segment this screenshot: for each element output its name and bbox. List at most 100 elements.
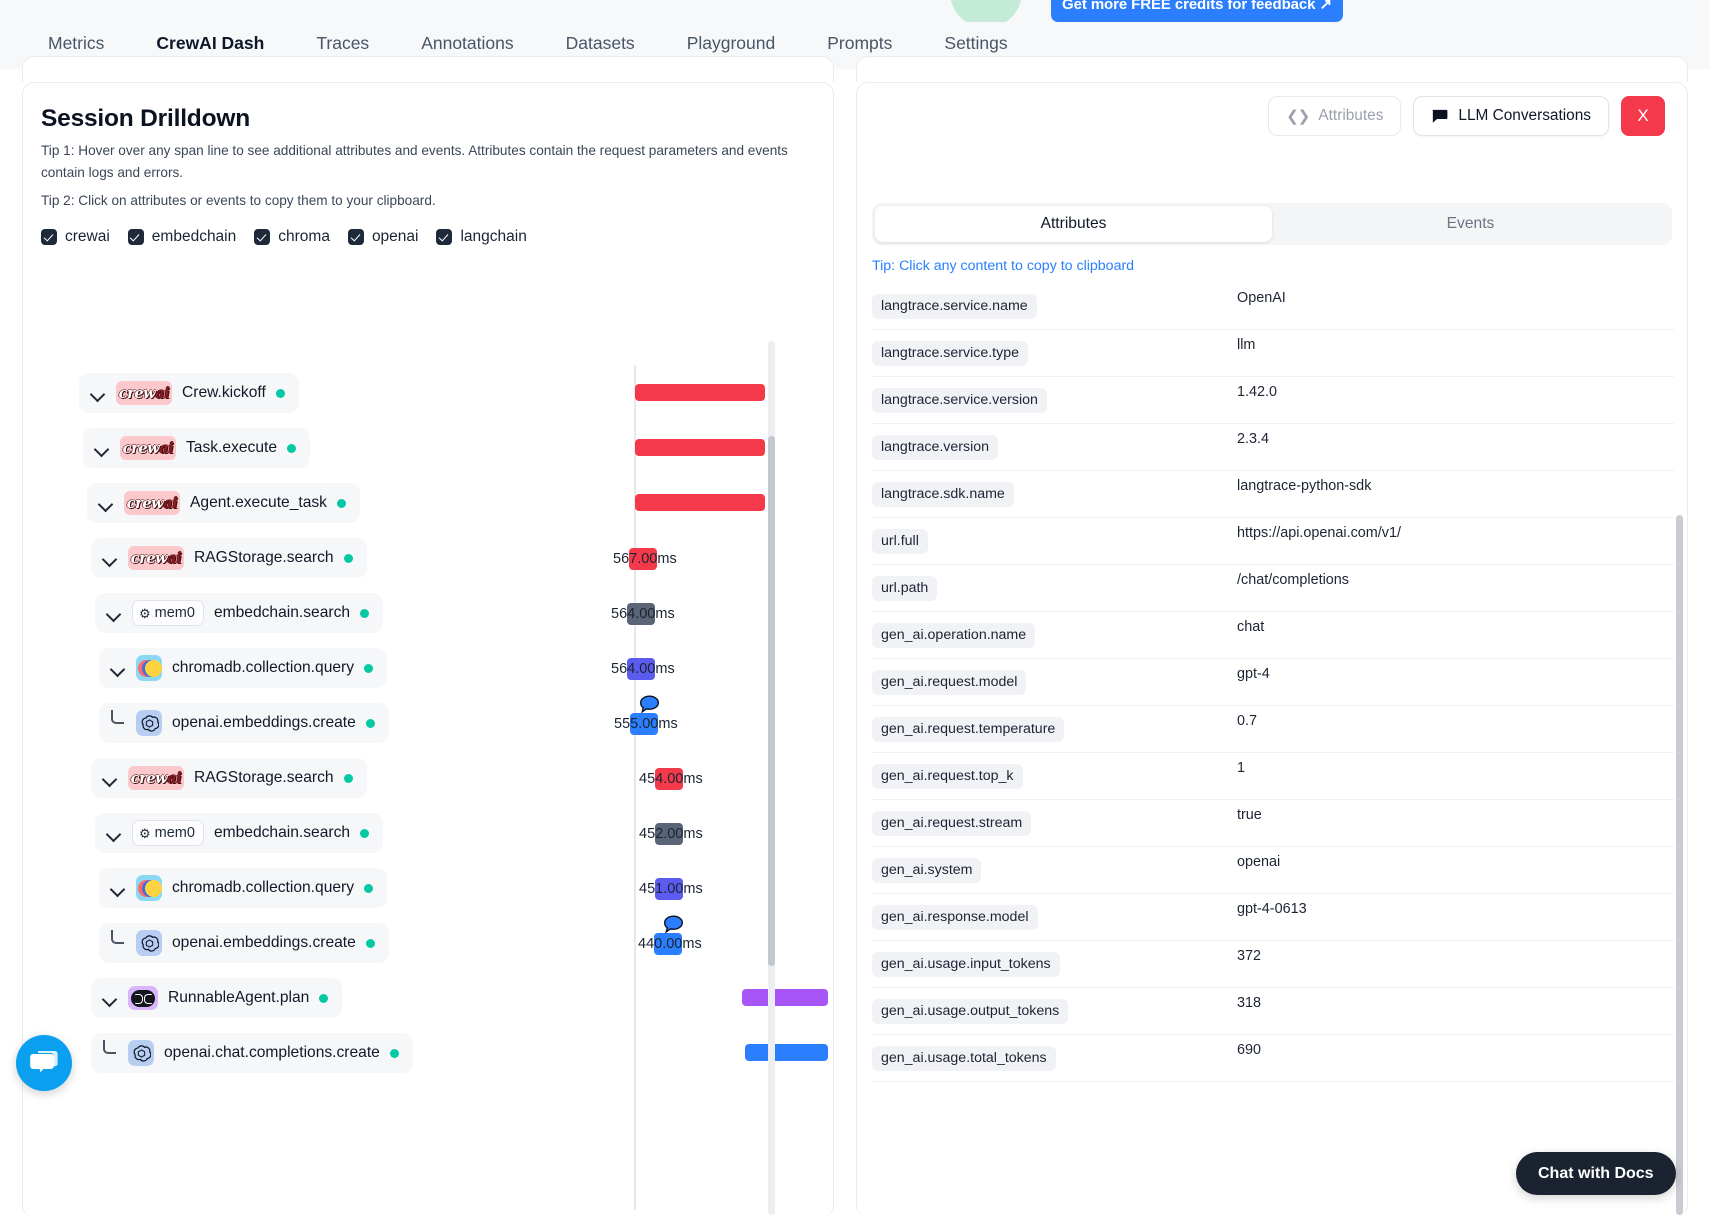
chevron-down-icon[interactable] [92, 439, 111, 458]
copy-tip[interactable]: Tip: Click any content to copy to clipbo… [872, 258, 1135, 274]
filter-chroma[interactable]: chroma [254, 228, 330, 246]
span-row[interactable]: RunnableAgent.plan [23, 978, 833, 1018]
left-scrollbar-track[interactable] [768, 341, 775, 1215]
timeline-bar[interactable] [635, 494, 765, 511]
span-row[interactable]: crewai RAGStorage.search 567.00ms [23, 538, 833, 578]
attribute-value[interactable]: OpenAI [1237, 290, 1286, 306]
attribute-value[interactable]: https://api.openai.com/v1/ [1237, 525, 1401, 541]
span-pill[interactable]: chromadb.collection.query [99, 648, 388, 688]
attribute-key[interactable]: gen_ai.request.stream [872, 811, 1032, 836]
detail-tab-events[interactable]: Events [1272, 206, 1669, 242]
attribute-value[interactable]: langtrace-python-sdk [1237, 478, 1372, 494]
checkbox-chroma[interactable] [254, 229, 271, 245]
tab-crewai-dash[interactable]: CrewAI Dash [130, 22, 290, 69]
span-row[interactable]: crewai Crew.kickoff [23, 373, 833, 413]
filter-langchain[interactable]: langchain [436, 228, 527, 246]
attribute-value[interactable]: 1.42.0 [1237, 384, 1278, 400]
checkbox-langchain[interactable] [436, 229, 453, 245]
span-row[interactable]: ⚙ mem0 embedchain.search 452.00ms [23, 813, 833, 853]
span-pill[interactable]: crewai Task.execute [83, 428, 311, 468]
span-pill[interactable]: openai.embeddings.create [99, 923, 389, 963]
attribute-key[interactable]: gen_ai.request.model [872, 670, 1027, 695]
left-scrollbar-thumb[interactable] [768, 436, 775, 966]
attribute-key[interactable]: gen_ai.usage.output_tokens [872, 999, 1069, 1024]
attribute-key[interactable]: langtrace.service.name [872, 294, 1037, 319]
span-pill[interactable]: openai.chat.completions.create [91, 1033, 413, 1073]
timeline-bar[interactable] [635, 384, 765, 401]
span-row[interactable]: openai.embeddings.create 440.00ms [23, 915, 833, 963]
chevron-down-icon[interactable] [108, 659, 127, 678]
attribute-value[interactable]: 690 [1237, 1042, 1262, 1058]
right-scrollbar-track[interactable] [1676, 515, 1683, 1215]
attribute-key[interactable]: langtrace.version [872, 435, 999, 460]
attribute-key[interactable]: gen_ai.usage.input_tokens [872, 952, 1060, 977]
event-bubble-icon[interactable] [639, 695, 660, 714]
llm-conversations-button[interactable]: LLM Conversations [1413, 96, 1609, 136]
attribute-value[interactable]: gpt-4 [1237, 666, 1270, 682]
checkbox-embedchain[interactable] [127, 229, 144, 245]
span-pill[interactable]: ⚙ mem0 embedchain.search [95, 813, 384, 853]
checkbox-crewai[interactable] [41, 229, 57, 245]
attribute-key[interactable]: langtrace.service.type [872, 341, 1029, 366]
chevron-down-icon[interactable] [96, 494, 115, 513]
attributes-button[interactable]: ❮❯ Attributes [1268, 96, 1402, 136]
attribute-key[interactable]: gen_ai.response.model [872, 905, 1038, 930]
tab-prompts[interactable]: Prompts [801, 22, 918, 69]
event-bubble-icon[interactable] [663, 915, 684, 934]
detail-tab-attributes[interactable]: Attributes [875, 206, 1272, 242]
attribute-value[interactable]: 372 [1237, 948, 1262, 964]
span-row[interactable]: openai.chat.completions.create [23, 1033, 833, 1073]
attribute-value[interactable]: chat [1237, 619, 1265, 635]
attribute-key[interactable]: url.path [872, 576, 938, 601]
close-panel-button[interactable]: X [1621, 96, 1665, 136]
chevron-down-icon[interactable] [100, 549, 119, 568]
chevron-down-icon[interactable] [100, 989, 119, 1008]
timeline-bar[interactable] [635, 439, 765, 456]
span-pill[interactable]: openai.embeddings.create [99, 703, 389, 743]
right-scrollbar-thumb[interactable] [1676, 515, 1683, 1215]
span-row[interactable]: crewai Agent.execute_task [23, 483, 833, 523]
attribute-key[interactable]: gen_ai.system [872, 858, 982, 883]
tab-annotations[interactable]: Annotations [395, 22, 539, 69]
span-pill[interactable]: crewai RAGStorage.search [91, 538, 367, 578]
attribute-key[interactable]: langtrace.service.version [872, 388, 1047, 413]
span-row[interactable]: crewai RAGStorage.search 454.00ms [23, 758, 833, 798]
attribute-value[interactable]: openai [1237, 854, 1281, 870]
tab-playground[interactable]: Playground [661, 22, 802, 69]
attribute-value[interactable]: 318 [1237, 995, 1262, 1011]
attribute-value[interactable]: /chat/completions [1237, 572, 1349, 588]
tab-metrics[interactable]: Metrics [22, 22, 130, 69]
free-credits-button[interactable]: Get more FREE credits for feedback ↗ [1051, 0, 1343, 22]
span-row[interactable]: chromadb.collection.query 564.00ms [23, 648, 833, 688]
attribute-value[interactable]: 0.7 [1237, 713, 1258, 729]
tab-traces[interactable]: Traces [290, 22, 395, 69]
span-pill[interactable]: crewai RAGStorage.search [91, 758, 367, 798]
attribute-value[interactable]: llm [1237, 337, 1256, 353]
span-row[interactable]: openai.embeddings.create 555.00ms [23, 695, 833, 743]
chat-with-docs-button[interactable]: Chat with Docs [1516, 1152, 1676, 1195]
attribute-value[interactable]: 2.3.4 [1237, 431, 1270, 447]
filter-crewai[interactable]: crewai [41, 228, 110, 246]
attribute-key[interactable]: gen_ai.request.top_k [872, 764, 1023, 789]
chevron-down-icon[interactable] [104, 824, 123, 843]
checkbox-openai[interactable] [347, 229, 364, 245]
tab-datasets[interactable]: Datasets [540, 22, 661, 69]
chevron-down-icon[interactable] [108, 879, 127, 898]
attribute-value[interactable]: 1 [1237, 760, 1246, 776]
chevron-down-icon[interactable] [104, 604, 123, 623]
attribute-key[interactable]: gen_ai.operation.name [872, 623, 1036, 648]
span-pill[interactable]: chromadb.collection.query [99, 868, 388, 908]
timeline-bar[interactable] [745, 1044, 828, 1061]
attribute-key[interactable]: gen_ai.usage.total_tokens [872, 1046, 1056, 1071]
timeline-bar[interactable] [742, 989, 828, 1006]
filter-openai[interactable]: openai [347, 228, 418, 246]
chat-launcher-button[interactable] [16, 1035, 72, 1091]
filter-embedchain[interactable]: embedchain [127, 228, 236, 246]
chevron-down-icon[interactable] [100, 769, 119, 788]
tab-settings[interactable]: Settings [918, 22, 1033, 69]
attribute-key[interactable]: gen_ai.request.temperature [872, 717, 1065, 742]
attribute-value[interactable]: true [1237, 807, 1262, 823]
attribute-value[interactable]: gpt-4-0613 [1237, 901, 1307, 917]
span-pill[interactable]: crewai Agent.execute_task [87, 483, 360, 523]
span-row[interactable]: chromadb.collection.query 451.00ms [23, 868, 833, 908]
